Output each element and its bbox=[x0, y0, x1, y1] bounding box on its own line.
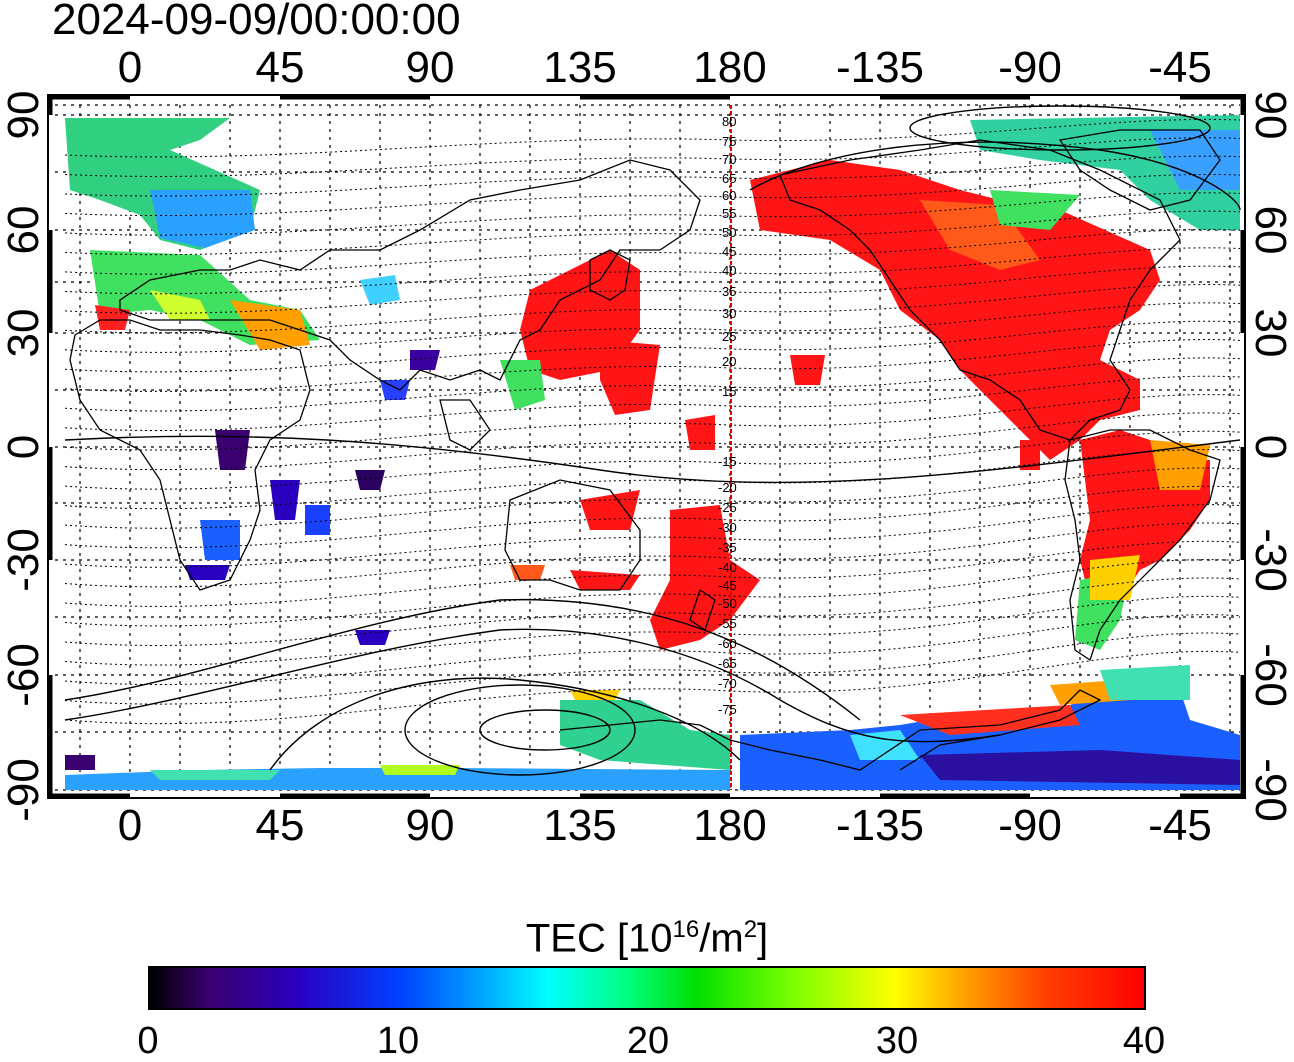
tec-map: 80 75 70 65 60 55 50 45 40 35 30 25 20 15 -15 -20 -25 -30… bbox=[47, 94, 1246, 799]
axis-tick-label: 90 bbox=[1246, 90, 1294, 140]
axis-tick-label: 60 bbox=[1246, 205, 1294, 255]
colorbar-title: TEC [1016/m2] bbox=[525, 916, 769, 961]
axis-tick-label: 60 bbox=[0, 205, 48, 255]
contour-label: -55 bbox=[718, 616, 737, 631]
axis-tick-label: 135 bbox=[543, 801, 617, 850]
contour-line bbox=[64, 155, 1241, 197]
contour-label: 25 bbox=[722, 329, 736, 344]
axis-tick-label: 180 bbox=[693, 43, 767, 92]
contour-line bbox=[64, 192, 1241, 236]
axis-tick-label: -90 bbox=[0, 758, 48, 822]
contour-label: 50 bbox=[722, 225, 736, 240]
axis-tick-label: 180 bbox=[693, 801, 767, 850]
axis-tick-label: 90 bbox=[0, 90, 48, 140]
axis-tick-label: -135 bbox=[835, 43, 925, 92]
axis-tick-label: 45 bbox=[255, 801, 305, 850]
contour-label: 45 bbox=[722, 244, 736, 259]
colorbar-tick-label: 10 bbox=[376, 1020, 420, 1062]
contour-label: -75 bbox=[718, 702, 737, 717]
solid-contours bbox=[64, 105, 1241, 776]
frame-tick-bars bbox=[47, 94, 1246, 799]
contour-labels: 80 75 70 65 60 55 50 45 40 35 30 25 20 15 -15 -20 -25 -30… bbox=[718, 114, 737, 717]
contour-label: 30 bbox=[722, 306, 736, 321]
axis-tick-label: -60 bbox=[1246, 643, 1294, 707]
axis-tick-label: -30 bbox=[1246, 528, 1294, 592]
colorbar-tick-label: 20 bbox=[626, 1020, 670, 1062]
contour-line bbox=[64, 118, 1241, 158]
contour-line bbox=[64, 173, 1241, 217]
contour-label: -20 bbox=[718, 480, 737, 495]
contour-label: 40 bbox=[722, 263, 736, 278]
contour-label: 60 bbox=[722, 188, 736, 203]
contour-label: -15 bbox=[718, 454, 737, 469]
axis-tick-label: 30 bbox=[0, 308, 48, 358]
magnetic-latitude-contours bbox=[64, 118, 1241, 725]
axis-tick-label: 30 bbox=[1246, 308, 1294, 358]
contour-label: -65 bbox=[718, 656, 737, 671]
contour-label: -30 bbox=[718, 520, 737, 535]
axis-tick-label: 45 bbox=[255, 43, 305, 92]
contour-label: -70 bbox=[718, 676, 737, 691]
axis-tick-label: -30 bbox=[0, 528, 48, 592]
contour-label: 20 bbox=[722, 354, 736, 369]
contour-label: 65 bbox=[722, 171, 736, 186]
contour-label: -35 bbox=[718, 540, 737, 555]
axis-tick-label: 90 bbox=[405, 801, 455, 850]
axis-tick-label: -135 bbox=[835, 801, 925, 850]
axis-tick-label: 0 bbox=[117, 43, 143, 92]
axis-tick-label: -90 bbox=[1246, 758, 1294, 822]
colorbar-tick-label: 30 bbox=[875, 1020, 919, 1062]
axis-tick-label: -60 bbox=[0, 643, 48, 707]
contour-label: 80 bbox=[722, 114, 736, 129]
axis-tick-label: 0 bbox=[117, 801, 143, 850]
tec-data-patches bbox=[65, 115, 1240, 790]
contour-label: 15 bbox=[722, 384, 736, 399]
contour-label: -50 bbox=[718, 596, 737, 611]
contour-label: -60 bbox=[718, 636, 737, 651]
contour-label: -25 bbox=[718, 500, 737, 515]
axis-tick-label: -45 bbox=[1148, 43, 1212, 92]
contour-line bbox=[64, 137, 1241, 177]
colorbar-tick-label: 0 bbox=[137, 1020, 159, 1062]
axis-tick-label: 0 bbox=[1246, 434, 1294, 460]
axis-tick-label: -90 bbox=[998, 43, 1062, 92]
contour-label: 75 bbox=[722, 134, 736, 149]
axis-tick-label: 135 bbox=[543, 43, 617, 92]
axis-tick-label: 90 bbox=[405, 43, 455, 92]
colorbar bbox=[148, 966, 1146, 1010]
axis-tick-label: -90 bbox=[998, 801, 1062, 850]
contour-label: 35 bbox=[722, 284, 736, 299]
timestamp-title: 2024-09-09/00:00:00 bbox=[52, 0, 461, 44]
contour-label: -40 bbox=[718, 560, 737, 575]
colorbar-tick-label: 40 bbox=[1122, 1020, 1166, 1062]
contour-label: 70 bbox=[722, 152, 736, 167]
contour-label: 55 bbox=[722, 206, 736, 221]
axis-tick-label: 0 bbox=[0, 434, 48, 460]
contour-label: -45 bbox=[718, 578, 737, 593]
axis-tick-label: -45 bbox=[1148, 801, 1212, 850]
